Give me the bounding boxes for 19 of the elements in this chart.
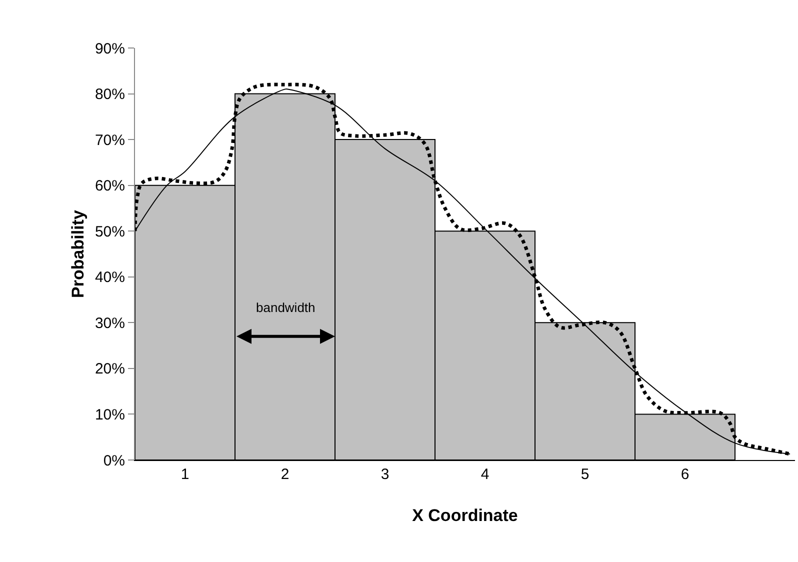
y-tick-label: 70% [94,132,125,149]
y-tick-label: 80% [94,86,125,104]
x-tick-label: 3 [380,466,390,483]
y-tick-label: 90% [94,40,125,58]
y-axis-title: Probability [68,210,88,298]
x-axis-title: X Coordinate [412,506,518,525]
y-tick-label: 30% [94,314,125,332]
x-tick-label: 1 [180,466,190,483]
x-tick-label: 4 [480,466,490,483]
y-tick-label: 40% [94,269,125,286]
x-tick-label: 6 [680,466,690,483]
y-tick-label: 0% [103,452,125,470]
y-tick-label: 50% [94,223,125,240]
y-tick-label: 60% [94,178,125,195]
x-tick-label: 5 [580,466,590,483]
annotation: bandwidth [256,300,316,315]
y-tick-label: 20% [94,360,125,378]
x-tick-label: 2 [280,466,290,483]
y-tick-label: 10% [94,406,125,424]
